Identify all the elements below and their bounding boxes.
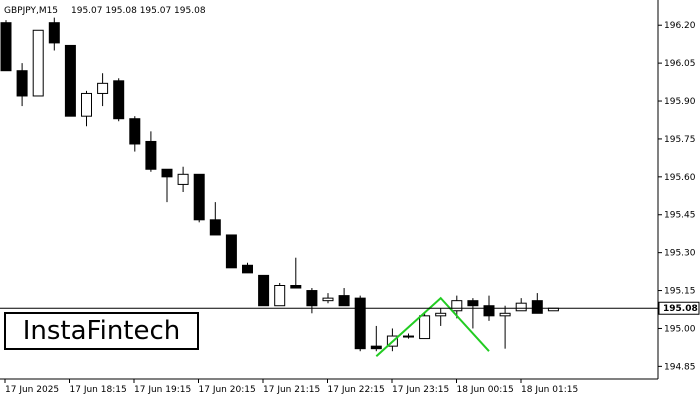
y-tick-label: 194.85 [664,362,696,372]
candle [274,282,286,307]
x-tick-label: 17 Jun 20:15 [199,385,256,395]
candle-body-bearish [64,44,76,117]
y-tick-label: 196.20 [664,21,696,31]
candle [354,295,366,352]
y-tick-label: 195.75 [664,135,696,145]
candle [177,166,189,192]
candle [64,44,76,117]
candle [531,293,543,314]
candle-body-bearish [338,295,350,307]
current-price-label: 195.08 [663,304,698,314]
current-price-group: 195.08 [0,301,700,315]
candle-body-bearish [145,140,157,170]
candle [435,308,447,326]
chart-title: GBPJPY,M15 [4,6,58,16]
candle [193,173,205,223]
x-tick-label: 18 Jun 01:15 [521,385,578,395]
candle-body-bearish [483,305,495,317]
x-axis-ticks: 17 Jun 2025 17 Jun 18:15 17 Jun 19:15 17 Ju… [4,379,578,395]
candle-body-bearish [467,300,479,307]
x-tick-label: 17 Jun 23:15 [392,385,449,395]
candle-body-bullish [322,297,334,302]
candle-body-bearish [531,300,543,314]
current-price-tag [658,301,700,315]
candle [225,234,237,269]
candle-body-bearish [258,274,270,307]
logo-box: InstaFintech [4,312,199,350]
candle [419,313,431,340]
candle [32,29,44,97]
candle-body-bearish [290,285,302,289]
candle [467,298,479,329]
x-tick-label: 17 Jun 21:15 [263,385,320,395]
candle [97,73,109,107]
candle [338,288,350,307]
y-tick-label: 195.00 [664,324,696,334]
y-axis-ticks: 196.20 196.05 195.90 195.75 195.60 195.45 195.… [658,21,696,372]
candle [290,257,302,289]
candle-body-bearish [48,22,60,44]
pattern-overlay [375,296,490,357]
candle [242,262,253,274]
y-tick-label: 196.05 [664,59,696,69]
candle-body-bearish [354,297,366,350]
candle [16,63,28,107]
candle-body-bearish [129,118,141,145]
y-tick-label: 195.30 [664,249,696,259]
candle [403,333,414,339]
candle-body-bullish [419,315,431,340]
candle-body-bullish [451,300,463,312]
candle [161,168,173,203]
candle-body-bearish [193,173,205,221]
candle [306,288,318,314]
y-tick-label: 195.90 [664,97,696,107]
candle-body-bullish [435,312,447,317]
candle [0,20,12,72]
candle [322,293,334,304]
candle [145,131,157,172]
candle-body-bearish [161,168,173,178]
candle [113,78,125,122]
candle-body-bullish [81,92,92,117]
candle-body-bearish [113,80,125,120]
y-tick-label: 195.60 [664,173,696,183]
candle [370,325,382,352]
x-tick-label: 17 Jun 18:15 [70,385,127,395]
candle-body-bullish [499,312,511,317]
candle-body-bullish [403,335,414,338]
y-tick-label: 195.45 [664,211,696,221]
candle [499,305,511,349]
x-tick-label: 18 Jun 00:15 [457,385,514,395]
candle-body-bullish [515,302,527,312]
candle-body-bullish [274,285,286,307]
brand-logo: InstaFintech [22,316,181,346]
candle-body-bullish [32,29,44,97]
candle-body-bullish [177,173,189,185]
candle-body-bearish [209,219,221,236]
candle-body-bearish [370,345,382,350]
ohlc-readout: 195.07 195.08 195.07 195.08 [71,6,206,16]
candle [48,17,60,51]
candle [258,274,270,307]
candle-body-bearish [225,234,237,269]
y-tick-label: 195.15 [664,287,696,297]
x-tick-label: 17 Jun 2025 [5,385,59,395]
pattern-line [375,296,490,357]
x-tick-label: 17 Jun 22:15 [328,385,385,395]
candle [209,202,221,236]
candle [81,90,92,127]
candle-body-bearish [306,290,318,307]
candle-body-bearish [0,22,12,72]
x-tick-label: 17 Jun 19:15 [134,385,191,395]
candle-body-bearish [242,264,253,274]
candle [129,116,141,152]
candle-body-bullish [97,82,109,94]
candle-body-bearish [16,70,28,97]
